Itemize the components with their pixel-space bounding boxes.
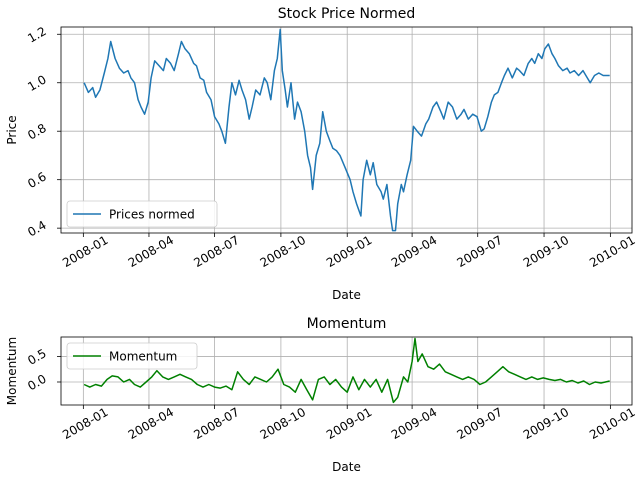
legend-box xyxy=(66,342,198,370)
price-chart-panel: 2008-01 2008-04 2008-07 2008-10 2009-01 2009-… xyxy=(5,6,638,302)
x-tick-label: 2009-04 xyxy=(389,405,439,442)
x-tick-label: 2008-04 xyxy=(126,233,176,270)
y-tick-label: 1.2 xyxy=(25,24,49,46)
legend-label: Prices normed xyxy=(109,208,195,222)
legend-box xyxy=(66,200,218,228)
x-tick-label: 2009-01 xyxy=(324,405,374,442)
axes-frame xyxy=(60,336,633,406)
y-tick-label: 0.6 xyxy=(25,169,49,191)
y-tick-label: 0.0 xyxy=(25,372,49,394)
x-tick-label: 2008-04 xyxy=(126,405,176,442)
x-tick-label: 2009-10 xyxy=(521,405,571,442)
x-tick-label: 2008-01 xyxy=(60,233,110,270)
series-line-prices-normed xyxy=(83,28,610,232)
x-axis-label: Date xyxy=(332,288,361,302)
x-tick-label: 2010-01 xyxy=(587,405,637,442)
y-tick-label: 1.0 xyxy=(25,72,49,94)
x-tick-label: 2009-01 xyxy=(324,233,374,270)
x-tick-label: 2008-01 xyxy=(60,405,110,442)
momentum-chart-panel: 2008-01 2008-04 2008-07 2008-10 2009-01 2009-… xyxy=(5,316,638,474)
axes-frame xyxy=(60,26,633,234)
x-axis-label: Date xyxy=(332,460,361,474)
chart-title: Momentum xyxy=(307,316,387,332)
legend: Momentum xyxy=(66,342,198,370)
x-tick-label: 2009-10 xyxy=(521,233,571,270)
y-tick-label: 0.4 xyxy=(25,218,49,240)
x-tick-label: 2008-07 xyxy=(191,405,241,442)
chart-title: Stock Price Normed xyxy=(278,6,415,22)
x-tick-label: 2008-07 xyxy=(191,233,241,270)
legend-label: Momentum xyxy=(109,350,177,364)
x-tick-label: 2008-10 xyxy=(258,233,308,270)
y-tick-label: 0.8 xyxy=(25,121,49,143)
x-tick-label: 2009-04 xyxy=(389,233,439,270)
x-tick-label: 2008-10 xyxy=(258,405,308,442)
y-axis-label: Momentum xyxy=(5,337,19,405)
y-axis-label: Price xyxy=(5,115,19,144)
x-tick-label: 2009-07 xyxy=(455,405,505,442)
legend: Prices normed xyxy=(66,200,218,228)
x-tick-label: 2010-01 xyxy=(587,233,637,270)
x-tick-label: 2009-07 xyxy=(455,233,505,270)
y-tick-label: 0.5 xyxy=(25,346,49,368)
series-line-momentum xyxy=(83,337,610,404)
